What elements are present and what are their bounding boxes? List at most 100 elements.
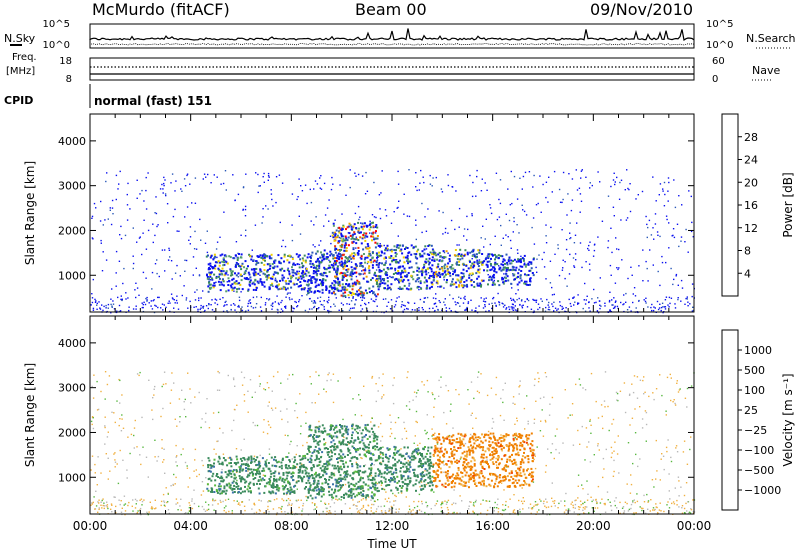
velocity-noise-point (359, 429, 361, 432)
nsearch-trace (89, 43, 695, 46)
power-noise-point (620, 179, 623, 181)
power-echo-cell (454, 249, 457, 251)
power-echo-cell (225, 290, 228, 293)
power-echo-cell (326, 275, 329, 278)
velocity-echo-cell (293, 456, 296, 459)
velocity-noise-point (543, 396, 545, 398)
power-echo-cell (345, 237, 348, 240)
power-noise-point (115, 198, 117, 201)
power-near-range-point (516, 299, 518, 301)
power-echo-cell (428, 277, 431, 279)
velocity-noise-point (244, 509, 246, 512)
power-noise-point (562, 267, 564, 269)
power-echo-cell (321, 288, 324, 291)
velocity-noise-point (601, 415, 603, 418)
velocity-echo-cell (213, 462, 215, 465)
power-echo-cell (368, 228, 371, 231)
power-echo-cell (386, 280, 389, 283)
power-echo-cell (380, 250, 383, 253)
velocity-noise-point (183, 408, 186, 411)
velocity-noise-point (636, 493, 638, 495)
velocity-echo-cell (358, 453, 361, 456)
velocity-noise-point (299, 393, 301, 395)
power-near-range-point (295, 301, 297, 304)
velocity-noise-point (136, 373, 139, 375)
power-echo-cell (458, 253, 461, 256)
power-echo-cell (463, 284, 466, 287)
power-noise-point (255, 172, 257, 174)
power-noise-point (684, 241, 686, 243)
velocity-noise-point (512, 396, 515, 398)
velocity-noise-point (440, 386, 442, 388)
velocity-near-range-point (120, 500, 122, 502)
power-echo-cell (281, 274, 284, 277)
velocity-noise-point (343, 436, 345, 438)
velocity-echo-cell (291, 490, 294, 493)
velocity-noise-point (247, 411, 249, 413)
velocity-noise-point (613, 459, 615, 462)
velocity-near-range-point (255, 511, 258, 514)
velocity-near-range-point (300, 499, 302, 501)
power-echo-cell (414, 280, 417, 283)
power-near-range-point (597, 297, 599, 299)
power-noise-point (652, 227, 654, 229)
power-echo-cell (281, 267, 284, 270)
velocity-noise-point (658, 509, 661, 511)
power-noise-point (427, 208, 429, 210)
power-echo-cell (376, 253, 379, 256)
power-echo-cell (363, 253, 365, 255)
power-echo-cell (384, 257, 387, 259)
velocity-near-range-point (98, 502, 100, 504)
power-echo-cell (252, 259, 255, 262)
power-near-range-point (197, 308, 199, 311)
velocity-echo-cell (230, 458, 233, 461)
velocity-echo-cell (287, 490, 290, 492)
velocity-noise-point (138, 374, 140, 377)
velocity-echo-cell (274, 492, 277, 495)
power-echo-cell (439, 285, 442, 288)
power-near-range-point (107, 303, 110, 306)
velocity-noise-point (562, 442, 564, 444)
velocity-near-range-point (616, 507, 618, 509)
velocity-near-range-point (410, 511, 412, 514)
velocity-near-range-point (634, 501, 636, 504)
velocity-near-range-point (94, 508, 96, 510)
velocity-noise-point (216, 440, 218, 443)
power-noise-point (262, 208, 264, 210)
power-echo-cell (510, 282, 513, 285)
power-noise-point (224, 170, 227, 172)
power-near-range-point (323, 306, 325, 308)
velocity-noise-point (679, 388, 681, 390)
power-echo-cell (334, 245, 337, 248)
velocity-echo-cell (235, 455, 238, 458)
velocity-near-range-point (545, 506, 548, 509)
power-noise-point (281, 245, 283, 248)
velocity-noise-point (445, 503, 448, 505)
velocity-near-range-point (389, 501, 391, 503)
power-echo-cell (405, 246, 408, 249)
power-echo-cell (429, 266, 432, 269)
power-echo-cell (523, 263, 526, 266)
power-near-range-point (312, 302, 315, 304)
power-noise-point (667, 190, 669, 192)
power-near-range-point (553, 301, 555, 303)
power-echo-cell (352, 225, 355, 228)
power-echo-cell (430, 270, 433, 273)
power-echo-cell (328, 270, 331, 273)
power-noise-point (673, 179, 675, 181)
velocity-near-range-point (558, 502, 560, 505)
velocity-noise-point (327, 373, 329, 376)
velocity-noise-point (443, 438, 445, 440)
power-echo-cell (333, 260, 336, 263)
power-echo-cell (429, 274, 431, 277)
velocity-noise-point (445, 423, 448, 425)
velocity-near-range-point (121, 507, 123, 509)
velocity-noise-point (552, 500, 554, 503)
power-noise-point (127, 182, 129, 185)
velocity-echo-cell (297, 468, 300, 471)
velocity-noise-point (328, 512, 330, 514)
freq-label-2: [MHz] (6, 66, 35, 77)
power-echo-cell (223, 274, 226, 277)
power-echo-cell (469, 280, 472, 283)
velocity-near-range-point (456, 512, 458, 514)
